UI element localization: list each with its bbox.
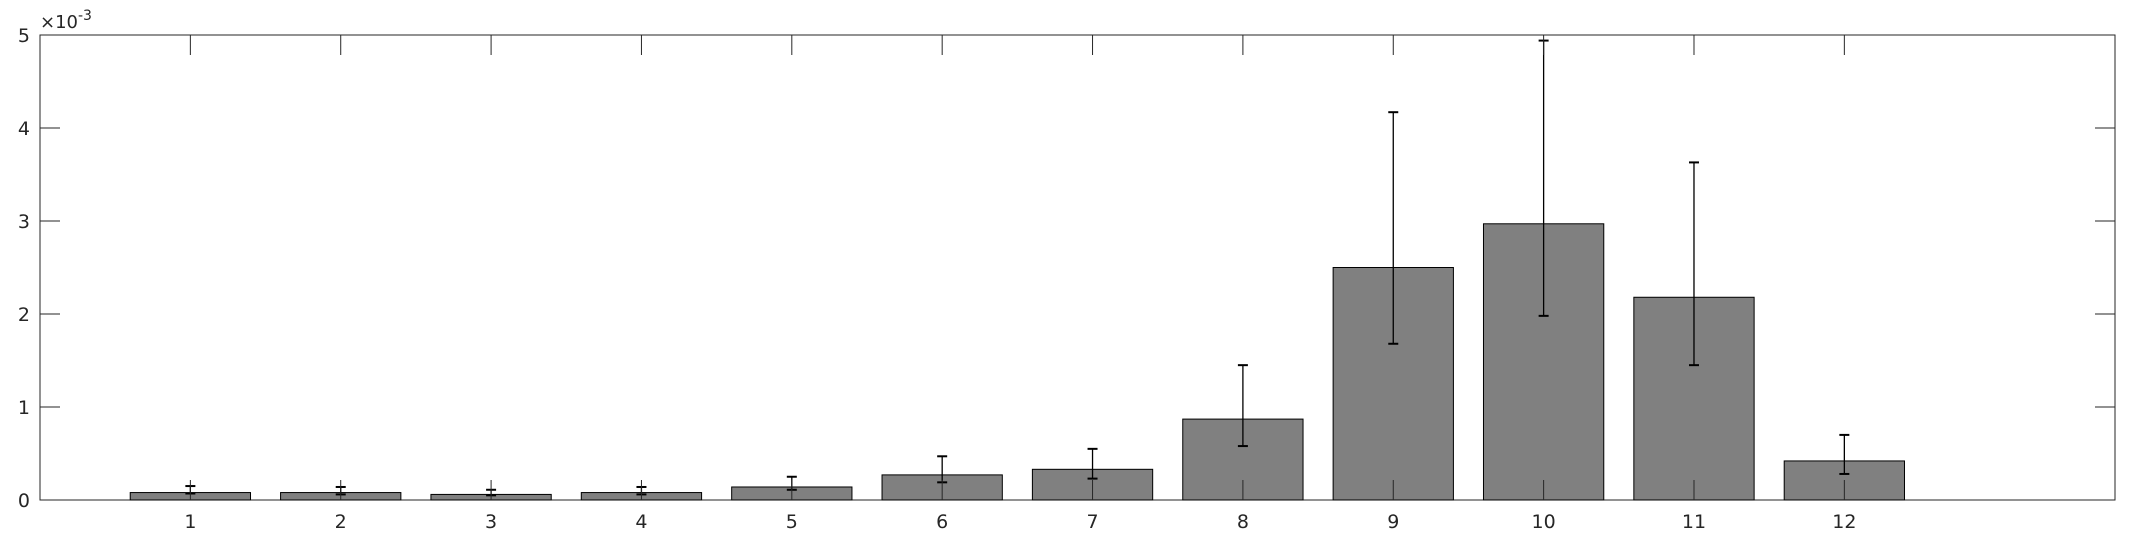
x-tick-label-9: 9 [1387, 511, 1399, 533]
x-tick-label-2: 2 [335, 511, 347, 533]
x-tick-label-7: 7 [1086, 511, 1098, 533]
x-tick-label-5: 5 [786, 511, 798, 533]
y-axis-multiplier: ×10-3 [40, 8, 92, 33]
x-tick-label-3: 3 [485, 511, 497, 533]
x-tick-label-6: 6 [936, 511, 948, 533]
x-tick-label-8: 8 [1237, 511, 1249, 533]
y-tick-label-1: 1 [18, 397, 30, 419]
y-tick-label-3: 3 [18, 211, 30, 233]
y-tick-label-2: 2 [18, 304, 30, 326]
x-tick-label-1: 1 [184, 511, 196, 533]
y-tick-label-4: 4 [18, 118, 30, 140]
x-tick-label-4: 4 [635, 511, 647, 533]
y-axis-multiplier-base: ×10 [40, 12, 78, 33]
x-tick-label-12: 12 [1832, 511, 1856, 533]
y-axis-multiplier-exponent: -3 [78, 8, 92, 24]
plot-area-border [39, 34, 2116, 501]
x-tick-label-11: 11 [1682, 511, 1706, 533]
y-tick-label-0: 0 [18, 490, 30, 512]
y-tick-label-5: 5 [18, 25, 30, 47]
x-tick-label-10: 10 [1532, 511, 1556, 533]
